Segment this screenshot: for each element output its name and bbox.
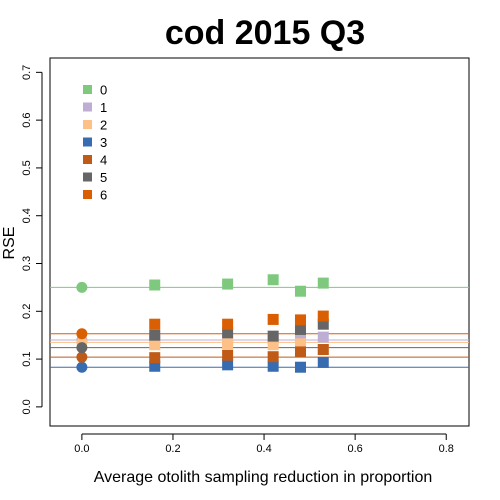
y-tick-label: 0.3: [21, 256, 33, 271]
data-point-series-0: [149, 279, 161, 291]
y-axis-label: RSE: [1, 227, 18, 260]
legend-swatch-1: [83, 102, 92, 112]
legend-label-2: 2: [100, 118, 107, 133]
baseline-point-5: [76, 342, 88, 354]
data-point-series-5: [317, 318, 329, 330]
y-tick-label: 0.5: [21, 160, 33, 175]
y-tick-label: 0.4: [21, 208, 33, 223]
legend-label-3: 3: [100, 135, 107, 150]
y-tick-label: 0.2: [21, 304, 33, 319]
plot-frame: [49, 57, 470, 427]
y-tick-label: 0.0: [21, 399, 33, 414]
legend-swatch-4: [83, 155, 92, 164]
data-point-series-3: [267, 360, 279, 372]
baseline-point-4: [76, 351, 88, 363]
data-point-series-2: [294, 338, 306, 350]
x-tick-label: 0.8: [439, 443, 454, 455]
legend-swatch-2: [83, 120, 92, 129]
x-axis-label: Average otolith sampling reduction in pr…: [94, 469, 433, 486]
data-points: [76, 274, 329, 373]
legend-label-6: 6: [100, 188, 107, 203]
data-point-series-4: [149, 352, 161, 364]
legend-label-1: 1: [100, 100, 107, 115]
chart-title: cod 2015 Q3: [165, 14, 365, 52]
data-point-series-4: [294, 346, 306, 358]
data-point-series-5: [222, 327, 234, 339]
data-point-series-3: [222, 359, 234, 371]
data-point-series-6: [149, 318, 161, 330]
y-tick-label: 0.7: [21, 65, 33, 80]
legend-swatch-0: [83, 85, 92, 94]
data-point-series-3: [294, 361, 306, 373]
y-axis: 0.0 0.1 0.2 0.3 0.4 0.5 0.6 0.7: [21, 65, 43, 415]
data-point-series-4: [317, 344, 329, 356]
x-tick-label: 0.0: [74, 443, 89, 455]
legend-label-4: 4: [100, 153, 107, 168]
data-point-series-6: [222, 318, 234, 330]
data-point-series-6: [267, 313, 279, 325]
data-point-series-6: [317, 310, 329, 322]
data-point-series-3: [317, 356, 329, 368]
legend: 0 1 2 3 4 5 6: [83, 83, 107, 203]
x-tick-label: 0.4: [256, 443, 271, 455]
data-point-series-5: [294, 323, 306, 335]
data-point-series-5: [149, 329, 161, 341]
data-point-series-0: [267, 274, 279, 286]
data-point-series-0: [294, 285, 306, 297]
data-point-series-3: [149, 360, 161, 372]
data-point-series-2: [149, 339, 161, 351]
data-point-series-6: [294, 314, 306, 326]
legend-swatch-5: [83, 172, 92, 182]
baseline-lines: [50, 286, 469, 368]
legend-label-0: 0: [100, 83, 107, 98]
x-axis: 0.0 0.2 0.4 0.6 0.8: [74, 433, 454, 455]
x-tick-label: 0.6: [347, 443, 362, 455]
data-point-series-2: [222, 338, 234, 350]
legend-swatch-3: [83, 137, 92, 147]
data-point-series-4: [222, 349, 234, 361]
y-tick-label: 0.6: [21, 112, 33, 127]
data-point-series-1: [317, 331, 329, 343]
data-point-series-0: [222, 278, 234, 290]
baseline-point-6: [76, 328, 88, 340]
y-tick-label: 0.1: [21, 351, 33, 366]
x-tick-label: 0.2: [165, 443, 180, 455]
data-point-series-0: [317, 277, 329, 289]
data-point-series-2: [267, 339, 279, 351]
baseline-point-0: [76, 281, 88, 293]
baseline-point-3: [76, 361, 88, 373]
data-point-series-4: [267, 351, 279, 363]
legend-swatch-6: [83, 190, 92, 199]
legend-label-5: 5: [100, 170, 107, 185]
data-point-series-5: [267, 330, 279, 342]
